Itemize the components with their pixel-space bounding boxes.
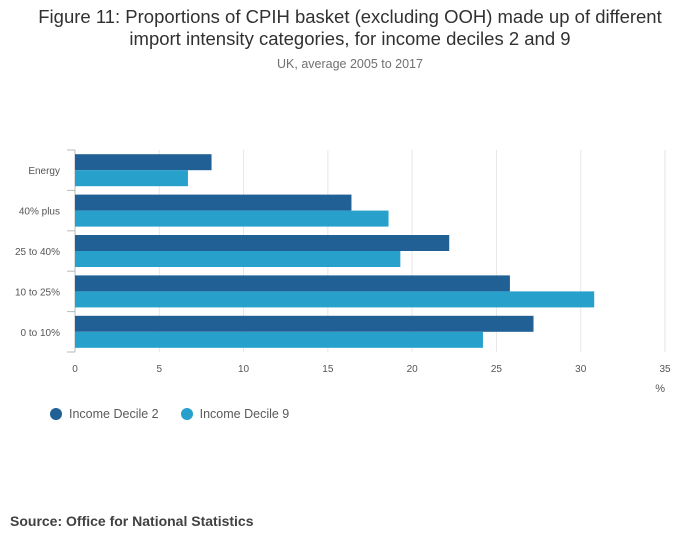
bar-decile2 — [75, 315, 534, 332]
legend-item-decile9[interactable]: Income Decile 9 — [180, 407, 290, 421]
y-tick-label: 25 to 40% — [15, 247, 60, 258]
source-note: Source: Office for National Statistics — [10, 513, 254, 529]
legend-label-decile9: Income Decile 9 — [199, 407, 290, 421]
bar-decile9 — [75, 170, 188, 187]
y-tick-label: 40% plus — [19, 207, 60, 218]
x-tick-label: 0 — [72, 364, 78, 375]
bar-decile2 — [75, 235, 450, 251]
y-tick-label: Energy — [28, 166, 60, 177]
x-tick-label: 20 — [407, 364, 419, 375]
legend-item-decile2[interactable]: Income Decile 2 — [50, 407, 159, 421]
y-tick-label: 0 to 10% — [21, 328, 61, 339]
x-tick-label: 35 — [659, 364, 671, 375]
bar-decile2 — [75, 194, 352, 211]
x-tick-label: 30 — [575, 364, 587, 375]
y-tick-label: 10 to 25% — [15, 287, 60, 298]
x-tick-label: 10 — [238, 364, 250, 375]
chart-subtitle: UK, average 2005 to 2017 — [277, 57, 423, 71]
bar-decile9 — [75, 331, 483, 348]
bar-decile2 — [75, 275, 510, 292]
chart-legend: Income Decile 2 Income Decile 9 — [50, 407, 311, 421]
bar-decile9 — [75, 291, 595, 308]
chart-title-line2: import intensity categories, for income … — [129, 28, 571, 49]
chart-title-line1: Figure 11: Proportions of CPIH basket (e… — [38, 6, 662, 27]
bar-decile9 — [75, 251, 401, 267]
bar-decile9 — [75, 210, 389, 227]
x-tick-label: 5 — [157, 364, 163, 375]
x-axis-label: % — [655, 383, 665, 395]
legend-label-decile2: Income Decile 2 — [69, 407, 159, 421]
x-tick-label: 25 — [491, 364, 503, 375]
bar-decile2 — [75, 154, 212, 171]
legend-swatch-decile9 — [180, 408, 193, 420]
chart-title: Figure 11: Proportions of CPIH basket (e… — [0, 6, 700, 50]
legend-swatch-decile2 — [50, 408, 62, 420]
x-tick-label: 15 — [322, 364, 334, 375]
